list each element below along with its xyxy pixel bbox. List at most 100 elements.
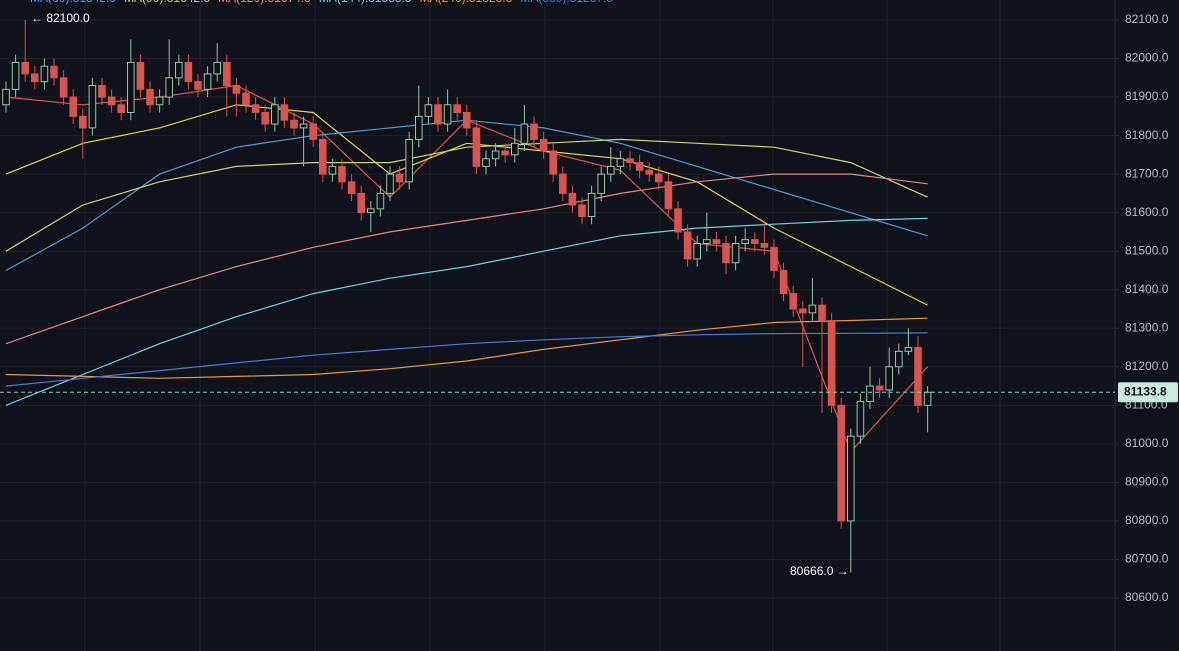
candle-body	[213, 61, 221, 75]
candle-body	[731, 242, 740, 264]
candle-body	[482, 158, 490, 167]
candle-body	[645, 169, 654, 175]
candle-body	[434, 104, 442, 125]
candle-body	[232, 85, 241, 94]
ma-line	[5, 332, 928, 387]
candle-body	[539, 138, 548, 152]
candle-body	[827, 320, 836, 406]
legend-entry: MA(60):81542.9	[30, 0, 116, 5]
candle-body	[818, 304, 826, 322]
candle-body	[904, 347, 913, 352]
candle-body	[69, 96, 78, 117]
candle-body	[722, 242, 730, 264]
y-tick-label: 81300.0	[1125, 320, 1169, 334]
y-tick-label: 81900.0	[1125, 89, 1169, 103]
candle-body	[367, 208, 375, 214]
candle-body	[280, 104, 289, 121]
candle-body	[319, 138, 327, 175]
legend-entry: MA(360):81287.5	[520, 0, 613, 5]
candle-body	[347, 181, 356, 194]
candle-body	[914, 347, 922, 406]
y-tick-label: 80600.0	[1125, 590, 1169, 604]
candle-body	[578, 204, 586, 218]
candle-body	[155, 96, 164, 106]
candle-body	[11, 61, 20, 90]
candle-body	[50, 65, 58, 79]
candle-body	[194, 81, 202, 90]
candle-body	[703, 239, 711, 244]
y-tick-label: 80900.0	[1125, 475, 1169, 489]
candle-body	[770, 246, 778, 271]
legend-entry: MA(240):81325.8	[420, 0, 513, 5]
candle-body	[261, 111, 269, 125]
candle-body	[511, 142, 519, 156]
candle-body	[607, 165, 615, 175]
y-tick-label: 81000.0	[1125, 436, 1169, 450]
candle-body	[559, 173, 567, 194]
candle-body	[741, 239, 750, 244]
y-tick-label: 80700.0	[1125, 552, 1169, 566]
candle-body	[799, 308, 807, 314]
candle-body	[568, 192, 577, 206]
last-price-box	[1118, 382, 1178, 403]
candle-body	[184, 61, 193, 83]
candle-body	[223, 61, 231, 87]
candle-body	[779, 269, 788, 295]
candle-body	[655, 173, 663, 183]
candle-body	[923, 391, 932, 406]
candle-body	[290, 119, 298, 129]
candle-body	[376, 192, 385, 210]
y-tick-label: 81800.0	[1125, 128, 1169, 142]
candle-body	[2, 88, 10, 106]
min-annotation: 80666.0 →	[790, 564, 849, 578]
candle-body	[251, 104, 260, 113]
candle-body	[712, 239, 721, 244]
y-tick-label: 82100.0	[1125, 12, 1169, 26]
candle-body	[856, 400, 865, 437]
ma-line	[5, 104, 928, 306]
candle-body	[693, 242, 702, 260]
candle-body	[338, 165, 346, 183]
candle-body	[683, 231, 692, 260]
candle-body	[98, 85, 106, 98]
candle-body	[107, 96, 116, 106]
candle-body	[127, 61, 135, 113]
candle-body	[491, 150, 500, 160]
candle-body	[472, 127, 481, 167]
ma-line	[5, 173, 928, 345]
candle-body	[79, 115, 87, 129]
candle-body	[751, 239, 759, 244]
candle-body	[395, 173, 404, 183]
candle-body	[760, 242, 769, 248]
candle-body	[271, 104, 279, 125]
max-annotation: ← 82100.0	[31, 11, 90, 25]
vertical-grid	[84, 0, 1001, 651]
candle-body	[501, 150, 509, 156]
candle-body	[357, 192, 365, 214]
candle-body	[386, 173, 394, 194]
candle-body	[203, 73, 212, 90]
candle-body	[117, 104, 126, 113]
candle-body	[453, 104, 461, 113]
candle-body	[415, 115, 423, 140]
candle-body	[309, 123, 317, 140]
candle-body	[242, 92, 250, 106]
candle-body	[405, 138, 413, 183]
candle-body	[530, 123, 538, 140]
candle-body	[885, 366, 894, 391]
candle-body	[463, 111, 471, 129]
y-tick-label: 81400.0	[1125, 282, 1169, 296]
candle-body	[136, 61, 145, 90]
candle-body	[549, 150, 558, 175]
y-tick-label: 81700.0	[1125, 166, 1169, 180]
candle-body	[40, 65, 49, 83]
candle-body	[520, 123, 529, 144]
candle-body	[866, 385, 874, 402]
candle-body	[789, 293, 798, 310]
ma-line	[5, 317, 928, 379]
candle-body	[616, 158, 625, 167]
legend-entry: MA(90):81642.5	[124, 0, 210, 5]
y-tick-label: 81600.0	[1125, 205, 1169, 219]
